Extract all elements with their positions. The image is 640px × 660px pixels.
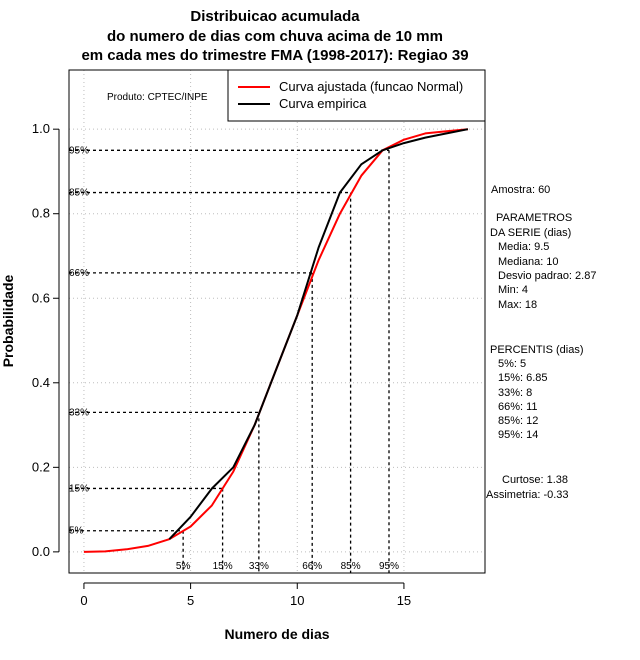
percentile-label-x: 33% [249,561,269,572]
y-tick-label: 0.8 [32,206,50,221]
chart-title-line-2: do numero de dias com chuva acima de 10 … [107,28,443,45]
axes: 0 5 10 15 0.0 0.2 0.4 0.6 0.8 1.0 [32,121,411,608]
y-tick-label: 0.6 [32,290,50,305]
legend-label-fitted: Curva ajustada (funcao Normal) [279,79,463,94]
empirical-curve [168,128,469,540]
param-media: Media: 9.5 [498,241,549,253]
x-tick-label: 5 [187,593,194,608]
chart-title-line-1: Distribuicao acumulada [190,8,360,25]
y-tick-label: 1.0 [32,121,50,136]
percentil-15: 15%: 6.85 [498,372,548,384]
params-header-1: PARAMETROS [496,212,572,224]
percentil-33: 33%: 8 [498,387,532,399]
param-max: Max: 18 [498,299,537,311]
x-tick-label: 0 [80,593,87,608]
percentis-header: PERCENTIS (dias) [490,344,584,356]
sample-size: Amostra: 60 [491,184,550,196]
y-tick-label: 0.4 [32,375,50,390]
plot-border [68,69,486,574]
grid [69,70,485,573]
percentile-label-y: 66% [69,268,89,279]
legend-label-empirical: Curva empirica [279,96,367,111]
percentil-66: 66%: 11 [498,401,538,413]
percentile-label-x: 5% [176,561,191,572]
percentile-label-y: 85% [69,188,89,199]
legend: Curva ajustada (funcao Normal) Curva emp… [227,69,486,122]
x-tick-label: 10 [290,593,304,608]
percentile-label-x: 95% [379,561,399,572]
percentil-85: 85%: 12 [498,415,538,427]
percentile-label-y: 15% [69,483,89,494]
percentile-label-x: 85% [341,561,361,572]
x-tick-label: 15 [397,593,411,608]
percentile-label-x: 66% [302,561,322,572]
percentil-5: 5%: 5 [498,358,526,370]
y-tick-label: 0.2 [32,459,50,474]
chart-title-line-3: em cada mes do trimestre FMA (1998-2017)… [81,47,468,64]
y-axis-label: Probabilidade [0,275,16,368]
percentile-label-y: 95% [69,145,89,156]
series-lines [83,128,469,553]
y-tick-label: 0.0 [32,544,50,559]
params-header-2: DA SERIE (dias) [490,227,571,239]
percentil-95: 95%: 14 [498,429,538,441]
statistics-panel: Amostra: 60 PARAMETROS DA SERIE (dias) M… [486,184,596,501]
param-mediana: Mediana: 10 [498,256,559,268]
param-min: Min: 4 [498,284,528,296]
product-label: Produto: CPTEC/INPE [107,92,208,103]
param-desvio: Desvio padrao: 2.87 [498,270,596,282]
skewness: Assimetria: -0.33 [486,489,569,501]
percentile-guides: 5% 5% 15% 15% 33% 33% 66% 66% 85% 85% 95% 95% [69,145,399,573]
percentile-label-x: 15% [213,561,233,572]
kurtosis: Curtose: 1.38 [502,474,568,486]
x-axis-label: Numero de dias [224,626,329,642]
percentile-label-y: 5% [69,526,84,537]
legend-box [227,69,486,122]
percentile-label-y: 33% [69,407,89,418]
